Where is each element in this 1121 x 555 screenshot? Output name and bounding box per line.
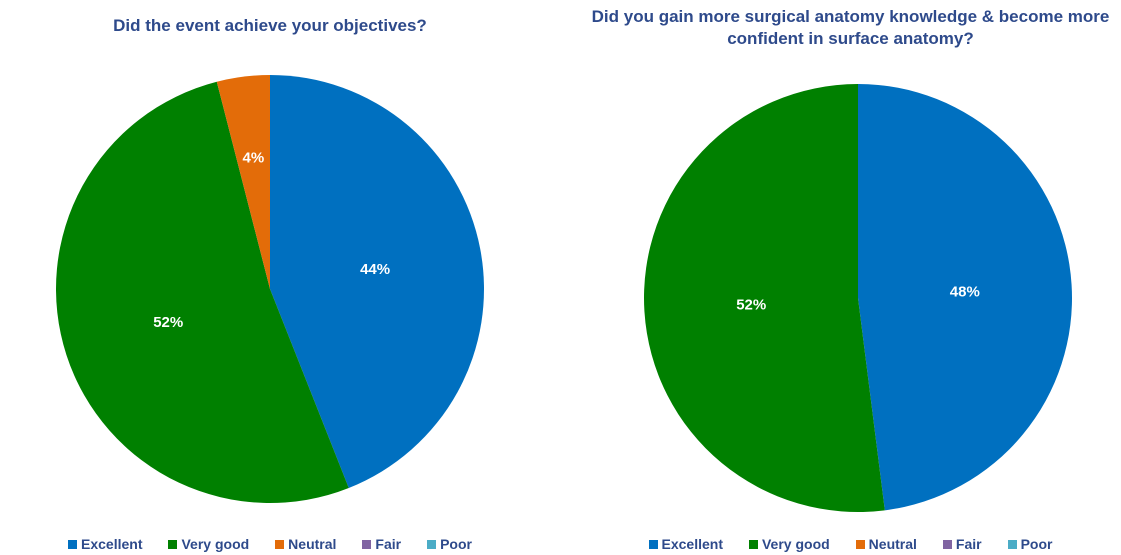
legend-label: Neutral bbox=[288, 536, 337, 552]
chart-panel-objectives: Did the event achieve your objectives? 4… bbox=[0, 0, 540, 555]
legend-label: Excellent bbox=[81, 536, 143, 552]
legend-swatch bbox=[168, 539, 178, 549]
data-label: 44% bbox=[360, 261, 390, 278]
legend-swatch bbox=[648, 539, 658, 549]
legend-swatch bbox=[362, 539, 372, 549]
legend-label: Very good bbox=[761, 536, 830, 552]
pie-slice-very-good bbox=[644, 84, 885, 512]
legend-swatch bbox=[1007, 539, 1017, 549]
legend-label: Poor bbox=[1020, 536, 1053, 552]
legend-label: Excellent bbox=[661, 536, 723, 552]
legend-item: Neutral bbox=[855, 534, 917, 554]
legend-item: Very good bbox=[748, 534, 830, 554]
data-label: 52% bbox=[153, 314, 183, 331]
legend-swatch bbox=[275, 539, 285, 549]
legend-item: Excellent bbox=[68, 534, 142, 554]
legend-swatch bbox=[748, 539, 758, 549]
legend-item: Neutral bbox=[275, 534, 336, 554]
legend-swatch bbox=[855, 539, 865, 549]
data-label: 4% bbox=[243, 149, 265, 166]
pie-chart-anatomy: 48% 52% bbox=[644, 84, 1073, 512]
pie-slice-excellent bbox=[270, 75, 485, 488]
pie-slice-excellent bbox=[858, 84, 1073, 511]
chart-title: Did you gain more surgical anatomy knowl… bbox=[591, 7, 1110, 48]
legend-swatch bbox=[427, 539, 437, 549]
chart-legend: Excellent Very good Neutral Fair Poor bbox=[580, 534, 1121, 554]
legend-label: Fair bbox=[955, 536, 982, 552]
pie-chart-objectives: 44% 52% 4% bbox=[55, 75, 485, 504]
legend-item: Poor bbox=[1007, 534, 1053, 554]
chart-legend: Excellent Very good Neutral Fair Poor bbox=[0, 534, 540, 554]
legend-label: Neutral bbox=[868, 536, 917, 552]
legend-item: Very good bbox=[168, 534, 249, 554]
legend-label: Very good bbox=[181, 536, 250, 552]
legend-item: Excellent bbox=[648, 534, 723, 554]
chart-title: Did the event achieve your objectives? bbox=[113, 16, 427, 35]
legend-swatch bbox=[68, 539, 77, 549]
legend-item: Fair bbox=[362, 534, 401, 554]
chart-panel-anatomy: Did you gain more surgical anatomy knowl… bbox=[580, 0, 1121, 555]
legend-item: Poor bbox=[427, 534, 472, 554]
data-label: 52% bbox=[736, 297, 766, 314]
data-label: 48% bbox=[950, 283, 980, 300]
legend-item: Fair bbox=[942, 534, 982, 554]
legend-swatch bbox=[942, 539, 952, 549]
pie-slice-very-good bbox=[55, 81, 349, 504]
legend-label: Poor bbox=[440, 536, 472, 552]
pie-slice-neutral bbox=[216, 75, 270, 289]
legend-label: Fair bbox=[375, 536, 402, 552]
